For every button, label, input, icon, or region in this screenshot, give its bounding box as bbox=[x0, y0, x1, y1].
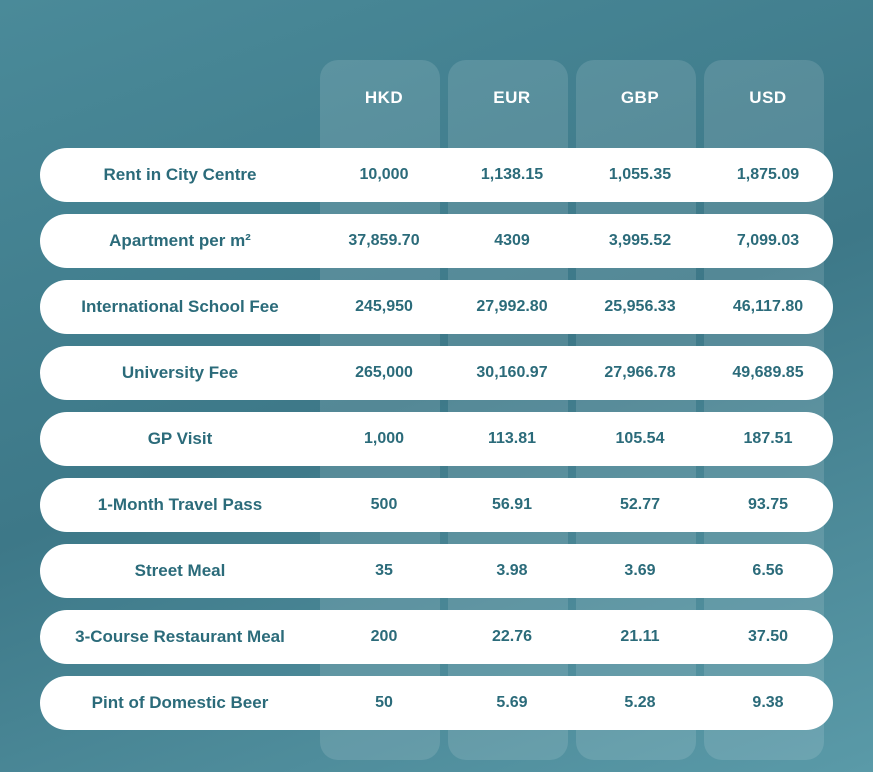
cell: 3.69 bbox=[576, 562, 704, 580]
cell: 35 bbox=[320, 562, 448, 580]
table-row: International School Fee 245,950 27,992.… bbox=[40, 280, 833, 334]
cell: 4309 bbox=[448, 232, 576, 250]
row-label: Rent in City Centre bbox=[40, 165, 320, 185]
cell: 187.51 bbox=[704, 430, 832, 448]
cell: 21.11 bbox=[576, 628, 704, 646]
cell: 93.75 bbox=[704, 496, 832, 514]
cell: 10,000 bbox=[320, 166, 448, 184]
cell: 500 bbox=[320, 496, 448, 514]
col-header-usd: USD bbox=[704, 60, 832, 126]
row-label: 3-Course Restaurant Meal bbox=[40, 627, 320, 647]
cell: 52.77 bbox=[576, 496, 704, 514]
cell: 3,995.52 bbox=[576, 232, 704, 250]
col-header-gbp: GBP bbox=[576, 60, 704, 126]
cell: 56.91 bbox=[448, 496, 576, 514]
row-label: 1-Month Travel Pass bbox=[40, 495, 320, 515]
table-row: Pint of Domestic Beer 50 5.69 5.28 9.38 bbox=[40, 676, 833, 730]
cell: 1,875.09 bbox=[704, 166, 832, 184]
cell: 265,000 bbox=[320, 364, 448, 382]
cell: 3.98 bbox=[448, 562, 576, 580]
header-spacer bbox=[40, 60, 320, 126]
cost-table: HKD EUR GBP USD Rent in City Centre 10,0… bbox=[40, 60, 833, 730]
cell: 30,160.97 bbox=[448, 364, 576, 382]
table-row: Rent in City Centre 10,000 1,138.15 1,05… bbox=[40, 148, 833, 202]
cell: 46,117.80 bbox=[704, 298, 832, 316]
cell: 5.28 bbox=[576, 694, 704, 712]
header-row: HKD EUR GBP USD bbox=[40, 60, 833, 126]
cell: 37,859.70 bbox=[320, 232, 448, 250]
table-row: 3-Course Restaurant Meal 200 22.76 21.11… bbox=[40, 610, 833, 664]
cell: 49,689.85 bbox=[704, 364, 832, 382]
row-label: Apartment per m² bbox=[40, 231, 320, 251]
cell: 1,000 bbox=[320, 430, 448, 448]
table-row: 1-Month Travel Pass 500 56.91 52.77 93.7… bbox=[40, 478, 833, 532]
cell: 6.56 bbox=[704, 562, 832, 580]
row-label: Street Meal bbox=[40, 561, 320, 581]
cell: 27,992.80 bbox=[448, 298, 576, 316]
cell: 7,099.03 bbox=[704, 232, 832, 250]
cell: 22.76 bbox=[448, 628, 576, 646]
cell: 27,966.78 bbox=[576, 364, 704, 382]
cell: 5.69 bbox=[448, 694, 576, 712]
cell: 105.54 bbox=[576, 430, 704, 448]
cell: 200 bbox=[320, 628, 448, 646]
col-header-eur: EUR bbox=[448, 60, 576, 126]
row-label: GP Visit bbox=[40, 429, 320, 449]
cell: 1,138.15 bbox=[448, 166, 576, 184]
cell: 113.81 bbox=[448, 430, 576, 448]
cell: 1,055.35 bbox=[576, 166, 704, 184]
table-row: Street Meal 35 3.98 3.69 6.56 bbox=[40, 544, 833, 598]
row-label: Pint of Domestic Beer bbox=[40, 693, 320, 713]
cell: 245,950 bbox=[320, 298, 448, 316]
table-row: University Fee 265,000 30,160.97 27,966.… bbox=[40, 346, 833, 400]
table-row: GP Visit 1,000 113.81 105.54 187.51 bbox=[40, 412, 833, 466]
cell: 25,956.33 bbox=[576, 298, 704, 316]
col-header-hkd: HKD bbox=[320, 60, 448, 126]
cell: 37.50 bbox=[704, 628, 832, 646]
row-label: International School Fee bbox=[40, 297, 320, 317]
row-label: University Fee bbox=[40, 363, 320, 383]
cell: 9.38 bbox=[704, 694, 832, 712]
cell: 50 bbox=[320, 694, 448, 712]
table-row: Apartment per m² 37,859.70 4309 3,995.52… bbox=[40, 214, 833, 268]
